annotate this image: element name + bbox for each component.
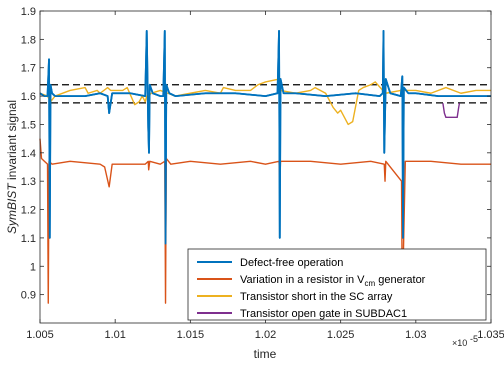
legend-label: Variation in a resistor in Vcm generator <box>240 274 426 288</box>
legend-box <box>187 248 487 321</box>
x-tick-label: 1.005 <box>26 329 54 341</box>
y-axis-label-italic: SymBIST <box>5 182 19 234</box>
y-tick-label: 1.8 <box>21 34 36 46</box>
legend-label: Defect-free operation <box>240 257 343 269</box>
legend-label-tail: generator <box>375 274 425 286</box>
legend-label-sub: cm <box>365 279 376 288</box>
x-tick-label: 1.035 <box>477 329 504 341</box>
y-tick-label: 1.3 <box>21 176 36 188</box>
y-axis-label: SymBIST invariant signal <box>5 100 19 234</box>
x-axis: 1.005 1.01 1.015 1.02 1.025 1.03 1.035 <box>26 11 504 341</box>
y-tick-label: 1.7 <box>21 63 36 75</box>
x-exponent-power: -5 <box>470 334 478 344</box>
y-axis: 0.9 1 1.1 1.2 1.3 1.4 1.5 1.6 1.7 1.8 1.9 <box>21 6 491 302</box>
y-tick-label: 1.9 <box>21 6 36 18</box>
series-line-1 <box>39 138 491 307</box>
x-tick-label: 1.015 <box>177 329 205 341</box>
series-line-2 <box>39 78 491 126</box>
legend-item-transistor-short: Transistor short in the SC array <box>197 291 393 303</box>
legend-item-resistor-variation: Variation in a resistor in Vcm generator <box>197 274 426 288</box>
series-line-3 <box>442 103 461 119</box>
x-tick-label: 1.02 <box>255 329 276 341</box>
x-axis-label: time <box>254 347 277 361</box>
threshold-lines <box>40 84 491 104</box>
y-tick-label: 1.5 <box>21 119 36 131</box>
legend-item-open-gate: Transistor open gate in SUBDAC1 <box>197 308 407 320</box>
series-layer <box>39 29 491 307</box>
legend-item-defect-free: Defect-free operation <box>197 257 343 269</box>
legend-label-main: Variation in a resistor in V <box>240 274 365 286</box>
y-tick-label: 1.1 <box>21 233 36 245</box>
y-tick-label: 0.9 <box>21 290 36 302</box>
y-tick-label: 1 <box>30 261 36 273</box>
x-tick-label: 1.01 <box>104 329 125 341</box>
legend-label: Transistor open gate in SUBDAC1 <box>240 308 407 320</box>
series-line-0-top <box>39 29 491 245</box>
y-tick-label: 1.4 <box>21 148 36 160</box>
y-tick-label: 1.6 <box>21 91 36 103</box>
x-exponent: ×10 -5 <box>452 334 478 348</box>
x-tick-label: 1.03 <box>405 329 426 341</box>
y-axis-label-rest: invariant signal <box>5 100 19 183</box>
x-exponent-base: ×10 <box>452 338 467 348</box>
y-tick-label: 1.2 <box>21 205 36 217</box>
legend: Defect-free operation Variation in a res… <box>187 248 487 321</box>
legend-label: Transistor short in the SC array <box>240 291 393 303</box>
x-tick-label: 1.025 <box>327 329 355 341</box>
